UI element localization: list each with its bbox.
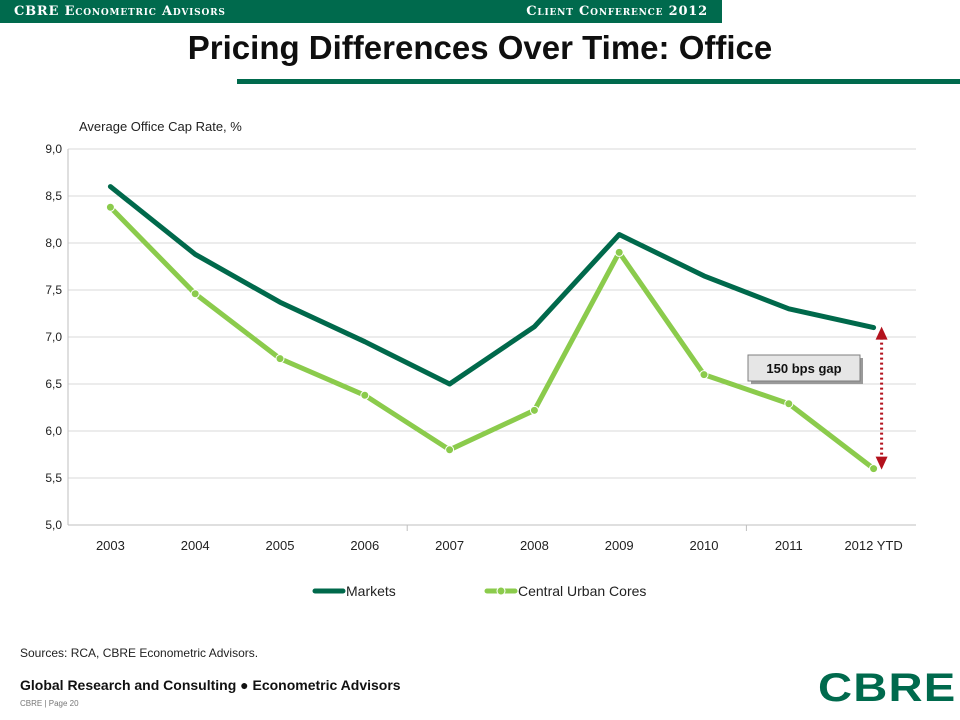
- y-tick-label: 8,0: [45, 236, 62, 250]
- y-tick-label: 5,0: [45, 518, 62, 532]
- x-tick-label: 2005: [266, 538, 295, 553]
- series-line-markets: [107, 184, 877, 387]
- sources-note: Sources: RCA, CBRE Econometric Advisors.: [20, 646, 259, 660]
- cbre-logo: CBRE: [818, 666, 957, 710]
- y-tick-label: 6,5: [45, 377, 62, 391]
- title-underline: [237, 79, 960, 84]
- y-tick-label: 7,0: [45, 330, 62, 344]
- data-point: [699, 370, 709, 380]
- header-right-label: Client Conference 2012: [526, 4, 708, 19]
- y-axis-label: Average Office Cap Rate, %: [79, 119, 242, 134]
- legend-label: Markets: [346, 583, 396, 599]
- page-number: CBRE | Page 20: [20, 699, 79, 708]
- data-point: [105, 202, 115, 212]
- x-tick-label: 2004: [181, 538, 210, 553]
- gap-label-text: 150 bps gap: [766, 361, 841, 376]
- data-point: [869, 464, 879, 474]
- slide-title: Pricing Differences Over Time: Office: [187, 29, 773, 66]
- gap-arrow-head-down: [875, 456, 888, 470]
- x-tick-label: 2008: [520, 538, 549, 553]
- data-point: [445, 445, 455, 455]
- series-line-central-urban-cores: [107, 204, 877, 472]
- header-bar: CBRE Econometric Advisors Client Confere…: [0, 0, 722, 23]
- legend-label: Central Urban Cores: [518, 583, 646, 599]
- y-tick-label: 6,0: [45, 424, 62, 438]
- data-point: [529, 405, 539, 415]
- data-point: [190, 289, 200, 299]
- data-point: [784, 399, 794, 409]
- gap-label-box: [747, 354, 861, 382]
- y-tick-label: 9,0: [45, 142, 62, 156]
- legend-marker: [496, 586, 506, 596]
- y-tick-label: 5,5: [45, 471, 62, 485]
- x-tick-label: 2012 YTD: [844, 538, 902, 553]
- x-tick-label: 2006: [350, 538, 379, 553]
- gap-arrow-head-up: [875, 326, 888, 340]
- data-point: [275, 354, 285, 364]
- x-tick-label: 2011: [775, 538, 803, 553]
- header-left-label: CBRE Econometric Advisors: [14, 4, 226, 19]
- x-tick-label: 2003: [96, 538, 125, 553]
- x-tick-label: 2009: [605, 538, 634, 553]
- x-tick-label: 2007: [435, 538, 464, 553]
- x-tick-label: 2010: [690, 538, 719, 553]
- data-point: [360, 390, 370, 400]
- line-chart: 5,0 5,5 6,0 6,5 7,0 7,5 8,0 8,5 9,0 2003 2004 2005 2…: [45, 119, 916, 599]
- y-tick-label: 7,5: [45, 283, 62, 297]
- data-point: [614, 247, 624, 257]
- y-tick-label: 8,5: [45, 189, 62, 203]
- footer-caption: Global Research and Consulting ● Econome…: [20, 677, 401, 693]
